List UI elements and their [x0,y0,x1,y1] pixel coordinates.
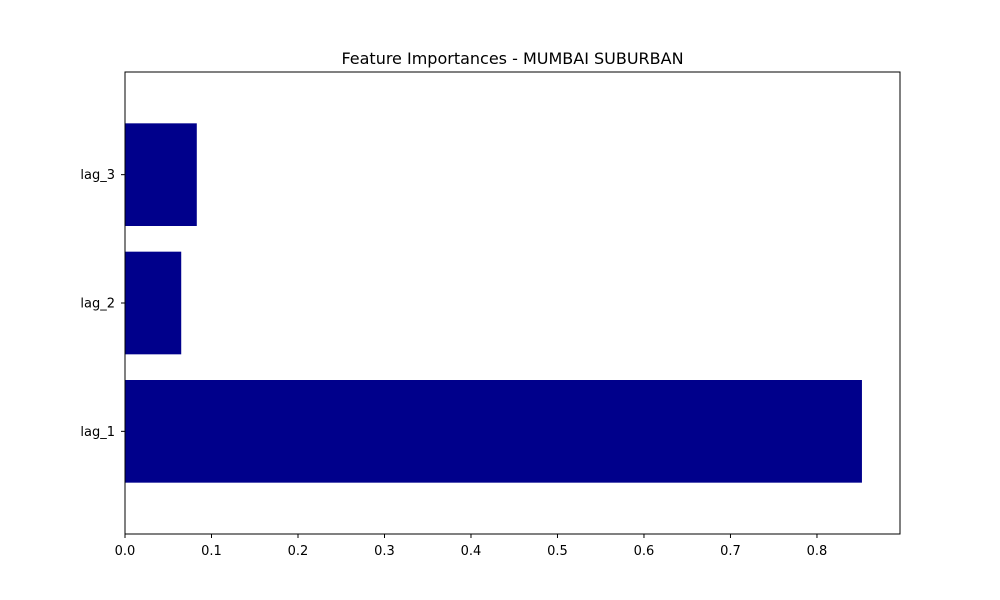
y-tick-label: lag_1 [80,425,115,440]
x-tick-label: 0.6 [634,544,655,559]
x-tick-label: 0.3 [374,544,395,559]
y-tick-label: lag_3 [80,168,115,183]
bars-group [125,123,862,483]
x-axis: 0.0 0.1 0.2 0.3 0.4 0.5 0.6 0.7 0.8 [115,534,828,559]
bar-lag_1 [125,380,862,483]
x-tick-label: 0.7 [720,544,741,559]
bar-lag_3 [125,123,197,226]
y-tick-label: lag_2 [80,297,115,312]
y-axis: lag_1 lag_2 lag_3 [80,168,125,440]
x-tick-label: 0.5 [547,544,568,559]
x-tick-label: 0.8 [807,544,828,559]
x-tick-label: 0.2 [288,544,309,559]
x-tick-label: 0.4 [461,544,482,559]
chart-title: Feature Importances - MUMBAI SUBURBAN [341,49,683,68]
bar-lag_2 [125,251,182,355]
x-tick-label: 0.1 [201,544,222,559]
x-tick-label: 0.0 [115,544,136,559]
